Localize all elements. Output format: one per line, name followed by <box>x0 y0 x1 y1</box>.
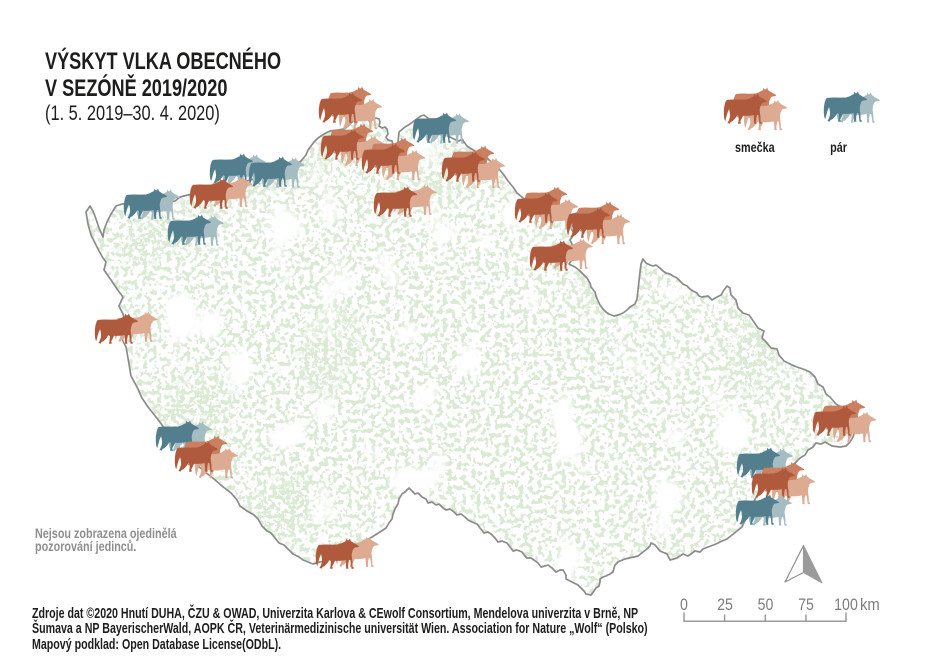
svg-text:km: km <box>860 596 880 614</box>
svg-text:50: 50 <box>758 596 774 614</box>
svg-text:75: 75 <box>798 596 814 614</box>
svg-text:25: 25 <box>717 596 733 614</box>
svg-text:100: 100 <box>834 596 858 614</box>
svg-text:0: 0 <box>680 596 688 614</box>
